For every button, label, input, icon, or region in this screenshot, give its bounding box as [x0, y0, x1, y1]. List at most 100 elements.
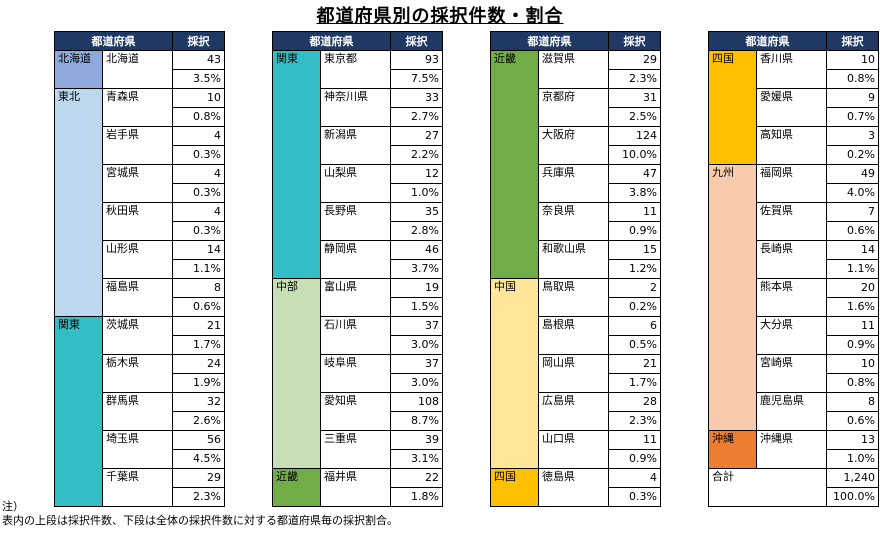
- adoption-count: 15: [608, 240, 661, 260]
- adoption-share: 3.8%: [608, 183, 661, 203]
- prefecture-name: 兵庫県: [538, 164, 609, 203]
- adoption-share: 0.3%: [172, 145, 225, 165]
- total-row: 合計 1,240: [708, 468, 879, 507]
- adoption-share: 0.6%: [172, 297, 225, 317]
- prefecture-name: 石川県: [320, 316, 391, 355]
- header-prefecture: 都道府県: [54, 31, 173, 51]
- table-row: 秋田県 4: [55, 202, 225, 241]
- adoption-count: 49: [826, 164, 879, 184]
- adoption-count: 9: [826, 88, 879, 108]
- table-row-pct: 1.0%: [709, 449, 879, 469]
- adoption-count: 22: [390, 468, 443, 488]
- adoption-count: 4: [608, 468, 661, 488]
- table-row-pct: 0.3%: [55, 183, 225, 203]
- adoption-share: 2.3%: [608, 411, 661, 431]
- adoption-count: 37: [390, 316, 443, 336]
- adoption-count: 93: [390, 50, 443, 70]
- table-row-pct: 2.7%: [273, 107, 443, 127]
- adoption-share: 1.0%: [390, 183, 443, 203]
- table-row-pct: 0.8%: [55, 107, 225, 127]
- prefecture-table: 都道府県 採択 北海道 北海道 43 3.5% 東北 青森県 10 0.8% 岩手県 4 0.3% 宮城県…: [54, 31, 225, 507]
- prefecture-name: 青森県: [102, 88, 173, 127]
- header-prefecture: 都道府県: [490, 31, 609, 51]
- adoption-share: 1.9%: [172, 373, 225, 393]
- adoption-share: 0.6%: [826, 221, 879, 241]
- adoption-share: 0.7%: [826, 107, 879, 127]
- table-row-pct: 0.3%: [491, 487, 661, 507]
- adoption-share: 4.0%: [826, 183, 879, 203]
- total-row-pct: 100.0%: [709, 487, 879, 507]
- adoption-count: 21: [608, 354, 661, 374]
- region-cell: 中部: [272, 278, 321, 469]
- adoption-share: 10.0%: [608, 145, 661, 165]
- region-cell: 四国: [708, 50, 757, 165]
- table-row: 長野県 35: [273, 202, 443, 241]
- prefecture-name: 茨城県: [102, 316, 173, 355]
- table-row-pct: 0.6%: [55, 297, 225, 317]
- table-row-pct: 1.1%: [55, 259, 225, 279]
- adoption-count: 13: [826, 430, 879, 450]
- total-share: 100.0%: [826, 487, 879, 507]
- table-row-pct: 2.2%: [273, 145, 443, 165]
- adoption-share: 3.0%: [390, 335, 443, 355]
- table-row: 京都府 31: [491, 88, 661, 127]
- table-row: 関東 茨城県 21: [54, 316, 225, 507]
- prefecture-name: 島根県: [538, 316, 609, 355]
- table-row-pct: 4.5%: [55, 449, 225, 469]
- region-cell: 関東: [54, 316, 103, 507]
- prefecture-name: 徳島県: [538, 468, 609, 507]
- prefecture-name: 群馬県: [102, 392, 173, 431]
- region-cell: 沖縄: [708, 430, 757, 469]
- header-count: 採択: [390, 31, 443, 51]
- prefecture-table: 都道府県 採択 四国 香川県 10 0.8% 愛媛県 9 0.7% 高知県 3 0.2% 九州 福岡県 49…: [708, 31, 879, 507]
- prefecture-name: 岐阜県: [320, 354, 391, 393]
- adoption-count: 24: [172, 354, 225, 374]
- adoption-share: 1.1%: [826, 259, 879, 279]
- adoption-share: 1.0%: [826, 449, 879, 469]
- table-row: 埼玉県 56: [55, 430, 225, 469]
- adoption-share: 0.3%: [172, 221, 225, 241]
- adoption-share: 0.5%: [608, 335, 661, 355]
- adoption-share: 0.8%: [172, 107, 225, 127]
- adoption-count: 43: [172, 50, 225, 70]
- adoption-share: 3.1%: [390, 449, 443, 469]
- footnote: 注） 表内の上段は採択件数、下段は全体の採択件数に対する都道府県毎の採択割合。: [2, 500, 398, 528]
- adoption-share: 0.2%: [826, 145, 879, 165]
- adoption-count: 39: [390, 430, 443, 450]
- prefecture-name: 宮崎県: [756, 354, 827, 393]
- table-row-pct: 1.8%: [273, 487, 443, 507]
- adoption-share: 1.6%: [826, 297, 879, 317]
- prefecture-name: 千葉県: [102, 468, 173, 507]
- header-count: 採択: [608, 31, 661, 51]
- adoption-share: 3.7%: [390, 259, 443, 279]
- table-row: 山梨県 12: [273, 164, 443, 203]
- adoption-count: 21: [172, 316, 225, 336]
- table-row: 九州 福岡県 49: [708, 164, 879, 431]
- table-row: 関東 東京都 93: [272, 50, 443, 279]
- table-row: 近畿 福井県 22: [272, 468, 443, 507]
- table-row: 四国 徳島県 4: [490, 468, 661, 507]
- adoption-count: 56: [172, 430, 225, 450]
- table-row: 島根県 6: [491, 316, 661, 355]
- adoption-share: 1.7%: [608, 373, 661, 393]
- table-row-pct: 10.0%: [491, 145, 661, 165]
- adoption-count: 4: [172, 164, 225, 184]
- prefecture-name: 富山県: [320, 278, 391, 317]
- table-row-pct: 3.7%: [273, 259, 443, 279]
- adoption-count: 29: [172, 468, 225, 488]
- adoption-share: 1.2%: [608, 259, 661, 279]
- table-row: 兵庫県 47: [491, 164, 661, 203]
- adoption-share: 3.0%: [390, 373, 443, 393]
- prefecture-table: 都道府県 採択 近畿 滋賀県 29 2.3% 京都府 31 2.5% 大阪府 124 10.0% 兵庫県…: [490, 31, 661, 507]
- table-row-pct: 0.2%: [491, 297, 661, 317]
- prefecture-name: 和歌山県: [538, 240, 609, 279]
- adoption-share: 1.1%: [172, 259, 225, 279]
- adoption-count: 31: [608, 88, 661, 108]
- adoption-share: 1.5%: [390, 297, 443, 317]
- table-row: 山形県 14: [55, 240, 225, 279]
- prefecture-name: 愛知県: [320, 392, 391, 431]
- adoption-count: 10: [826, 354, 879, 374]
- prefecture-name: 三重県: [320, 430, 391, 469]
- region-cell: 近畿: [490, 50, 539, 279]
- prefecture-name: 福島県: [102, 278, 173, 317]
